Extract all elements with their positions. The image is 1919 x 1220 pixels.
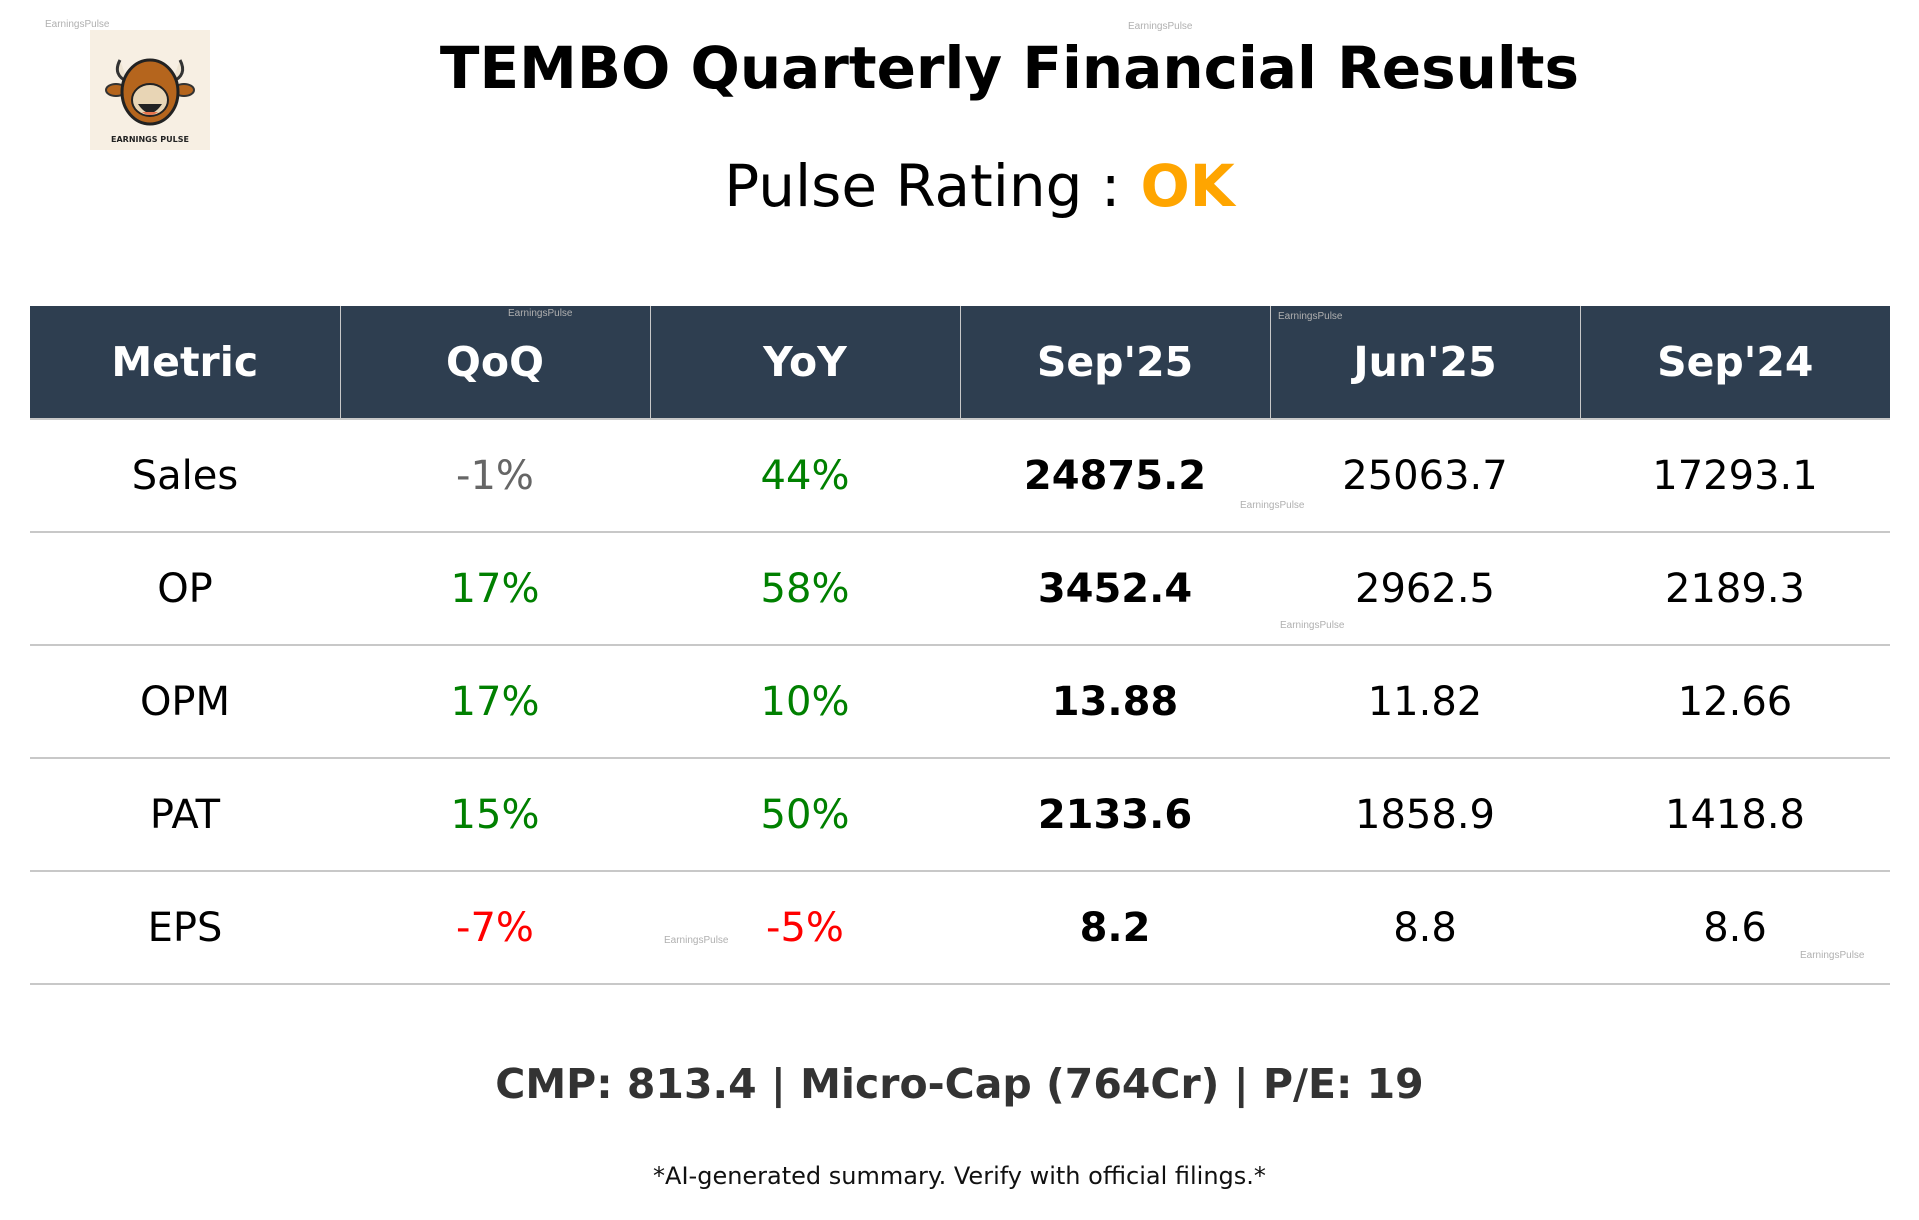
results-table: Metric QoQ YoY Sep'25 Jun'25 Sep'24 Sale… — [30, 306, 1890, 985]
header-qoq: QoQ — [339, 306, 650, 420]
watermark: EarningsPulse — [1240, 500, 1305, 511]
table-row: OP 17% 58% 3452.4 2962.5 2189.3 — [30, 532, 1890, 646]
last-year-quarter-cell: 17293.1 — [1580, 419, 1890, 533]
watermark: EarningsPulse — [664, 935, 729, 946]
metric-cell: PAT — [30, 758, 340, 872]
last-year-quarter-cell: 2189.3 — [1580, 532, 1890, 646]
header-metric: Metric — [30, 306, 340, 420]
metric-cell: Sales — [30, 419, 340, 533]
yoy-cell: 10% — [650, 645, 960, 759]
previous-quarter-cell: 25063.7 — [1270, 419, 1580, 533]
previous-quarter-cell: 2962.5 — [1270, 532, 1580, 646]
svg-text:EARNINGS PULSE: EARNINGS PULSE — [111, 135, 189, 144]
previous-quarter-cell: 8.8 — [1270, 871, 1580, 985]
current-quarter-cell: 2133.6 — [960, 758, 1270, 872]
previous-quarter-cell: 11.82 — [1270, 645, 1580, 759]
qoq-cell: -7% — [340, 871, 650, 985]
watermark: EarningsPulse — [1278, 311, 1343, 322]
header-previous-quarter: Jun'25 — [1269, 306, 1580, 420]
pulse-rating-value: OK — [1140, 152, 1235, 220]
yoy-cell: -5% — [650, 871, 960, 985]
qoq-cell: 17% — [340, 645, 650, 759]
previous-quarter-cell: 1858.9 — [1270, 758, 1580, 872]
table-row: OPM 17% 10% 13.88 11.82 12.66 — [30, 645, 1890, 759]
pulse-rating: Pulse Rating : OK — [0, 152, 1919, 220]
table-row: PAT 15% 50% 2133.6 1858.9 1418.8 — [30, 758, 1890, 872]
current-quarter-cell: 8.2 — [960, 871, 1270, 985]
qoq-cell: -1% — [340, 419, 650, 533]
table-header-row: Metric QoQ YoY Sep'25 Jun'25 Sep'24 — [30, 306, 1890, 420]
header-current-quarter: Sep'25 — [959, 306, 1270, 420]
yoy-cell: 58% — [650, 532, 960, 646]
metric-cell: EPS — [30, 871, 340, 985]
pulse-rating-label: Pulse Rating : — [724, 152, 1121, 220]
metric-cell: OPM — [30, 645, 340, 759]
watermark: EarningsPulse — [1280, 620, 1345, 631]
watermark: EarningsPulse — [508, 308, 573, 319]
watermark: EarningsPulse — [1800, 950, 1865, 961]
qoq-cell: 17% — [340, 532, 650, 646]
last-year-quarter-cell: 12.66 — [1580, 645, 1890, 759]
metric-cell: OP — [30, 532, 340, 646]
market-summary: CMP: 813.4 | Micro-Cap (764Cr) | P/E: 19 — [495, 1060, 1424, 1108]
qoq-cell: 15% — [340, 758, 650, 872]
page-title: TEMBO Quarterly Financial Results — [439, 34, 1580, 102]
watermark: EarningsPulse — [45, 19, 110, 30]
last-year-quarter-cell: 8.6 — [1580, 871, 1890, 985]
header-yoy: YoY — [649, 306, 960, 420]
current-quarter-cell: 24875.2 — [960, 419, 1270, 533]
watermark: EarningsPulse — [1128, 21, 1193, 32]
current-quarter-cell: 13.88 — [960, 645, 1270, 759]
current-quarter-cell: 3452.4 — [960, 532, 1270, 646]
table-row: EPS -7% -5% 8.2 8.8 8.6 — [30, 871, 1890, 985]
earnings-pulse-logo: EARNINGS PULSE — [90, 30, 210, 150]
table-row: Sales -1% 44% 24875.2 25063.7 17293.1 — [30, 419, 1890, 533]
yoy-cell: 44% — [650, 419, 960, 533]
disclaimer: *AI-generated summary. Verify with offic… — [653, 1162, 1266, 1190]
last-year-quarter-cell: 1418.8 — [1580, 758, 1890, 872]
header-last-year-quarter: Sep'24 — [1579, 306, 1890, 420]
yoy-cell: 50% — [650, 758, 960, 872]
